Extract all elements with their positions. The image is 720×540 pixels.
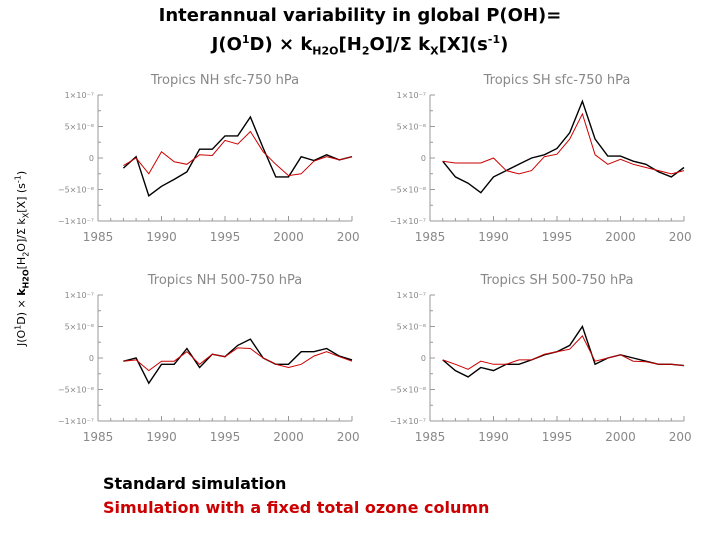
x-tick-label: 1995 xyxy=(210,230,241,244)
y-tick-label: −5×10⁻⁸ xyxy=(58,186,94,195)
y-tick-label: −5×10⁻⁸ xyxy=(58,386,94,395)
y-tick-label: 0 xyxy=(89,154,94,163)
title-line-1: Interannual variability in global P(OH)= xyxy=(158,5,562,26)
x-tick-label: 2000 xyxy=(605,230,636,244)
x-tick-label: 2005 xyxy=(669,430,692,444)
x-tick-label: 1995 xyxy=(542,230,573,244)
y-tick-label: 5×10⁻⁸ xyxy=(397,123,426,132)
x-tick-label: 1995 xyxy=(210,430,241,444)
series-line-fixed-ozone xyxy=(123,347,353,372)
x-tick-label: 2005 xyxy=(669,230,692,244)
y-tick-label: −5×10⁻⁸ xyxy=(390,386,426,395)
legend: Standard simulation Simulation with a fi… xyxy=(103,472,489,520)
series-line-standard xyxy=(442,99,685,194)
series-line-standard xyxy=(442,324,685,378)
y-tick-label: −1×10⁻⁷ xyxy=(390,417,426,426)
panel-title: Tropics NH 500-750 hPa xyxy=(147,273,303,288)
legend-fixed-ozone: Simulation with a fixed total ozone colu… xyxy=(103,498,490,517)
y-tick-label: 0 xyxy=(89,354,94,363)
chart-panel-nh-500-750: Tropics NH 500-750 hPa 1×10⁻⁷ 5×10⁻⁸ 0 −5×10… xyxy=(58,273,360,444)
y-tick-label: 1×10⁻⁷ xyxy=(65,91,94,100)
x-tick-label: 2005 xyxy=(337,230,360,244)
x-tick-label: 2000 xyxy=(605,430,636,444)
x-tick-label: 2005 xyxy=(337,430,360,444)
panel-title: Tropics SH 500-750 hPa xyxy=(479,273,633,288)
x-tick-label: 1990 xyxy=(478,430,509,444)
panel-title: Tropics NH sfc-750 hPa xyxy=(150,73,299,88)
x-tick-label: 1985 xyxy=(415,230,446,244)
panel-title: Tropics SH sfc-750 hPa xyxy=(483,73,631,88)
legend-standard: Standard simulation xyxy=(103,474,287,493)
x-tick-label: 1990 xyxy=(146,430,177,444)
series-line-standard xyxy=(122,115,353,197)
chart-panel-sh-500-750: Tropics SH 500-750 hPa 1×10⁻⁷ 5×10⁻⁸ 0 −5×10… xyxy=(390,273,692,444)
y-axis-label: J(O1D) × kH2O[H2O]/Σ kX[X] (s-1) xyxy=(13,170,31,347)
x-tick-label: 1985 xyxy=(83,430,114,444)
series-line-fixed-ozone xyxy=(442,112,685,175)
chart-panel-nh-sfc-750: Tropics NH sfc-750 hPa 1×10⁻⁷ 5×10⁻⁸ 0 −5×10… xyxy=(58,73,360,244)
x-tick-label: 1995 xyxy=(542,430,573,444)
x-tick-label: 1985 xyxy=(83,230,114,244)
x-tick-label: 1990 xyxy=(146,230,177,244)
series-line-standard xyxy=(123,338,353,385)
x-tick-label: 2000 xyxy=(273,430,304,444)
x-tick-label: 2000 xyxy=(273,230,304,244)
y-tick-label: −1×10⁻⁷ xyxy=(58,417,94,426)
series-line-fixed-ozone xyxy=(123,130,353,177)
y-tick-label: 0 xyxy=(421,154,426,163)
page-title: Interannual variability in global P(OH)=… xyxy=(0,4,720,64)
title-line-2: J(O1D) × kH2O[H2O]/Σ kX[X](s-1) xyxy=(211,33,509,58)
x-tick-label: 1990 xyxy=(478,230,509,244)
y-tick-label: 0 xyxy=(421,354,426,363)
y-tick-label: 5×10⁻⁸ xyxy=(65,323,94,332)
y-tick-label: 5×10⁻⁸ xyxy=(397,323,426,332)
series-line-fixed-ozone xyxy=(442,335,685,370)
y-tick-label: −1×10⁻⁷ xyxy=(58,217,94,226)
y-tick-label: 5×10⁻⁸ xyxy=(65,123,94,132)
y-tick-label: 1×10⁻⁷ xyxy=(397,291,426,300)
x-tick-label: 1985 xyxy=(415,430,446,444)
chart-panel-sh-sfc-750: Tropics SH sfc-750 hPa 1×10⁻⁷ 5×10⁻⁸ 0 −5×10… xyxy=(390,73,692,244)
y-tick-label: −5×10⁻⁸ xyxy=(390,186,426,195)
y-tick-label: 1×10⁻⁷ xyxy=(65,291,94,300)
y-tick-label: 1×10⁻⁷ xyxy=(397,91,426,100)
y-tick-label: −1×10⁻⁷ xyxy=(390,217,426,226)
